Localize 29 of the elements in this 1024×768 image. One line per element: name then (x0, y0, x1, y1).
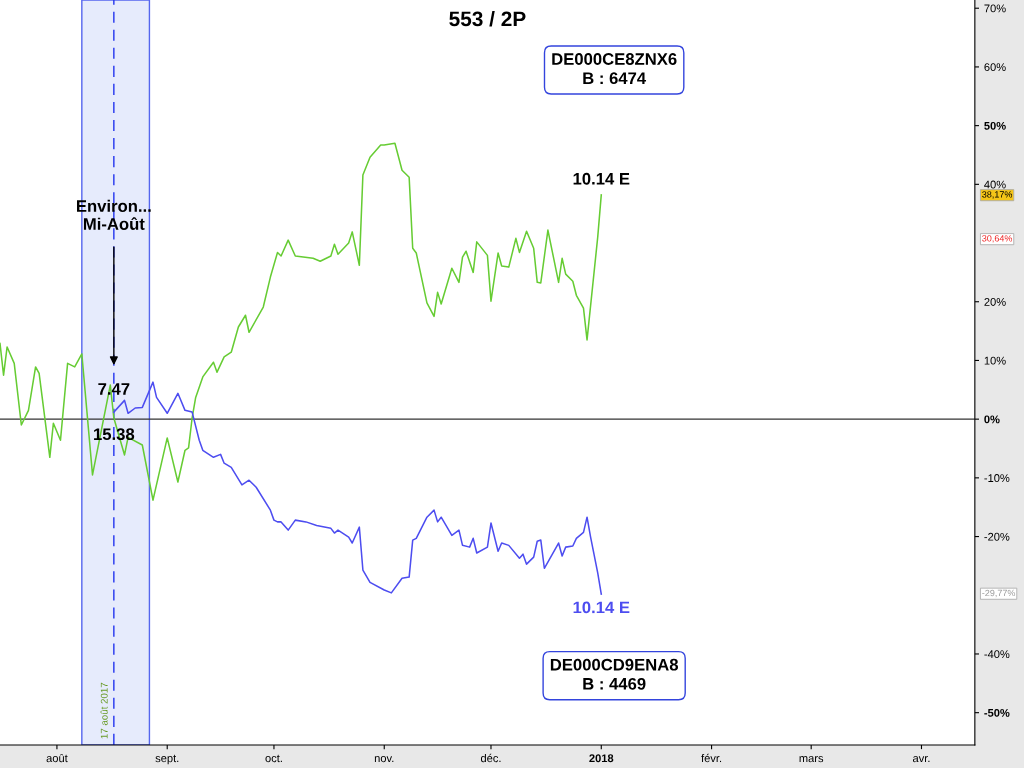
y-tick-label: -50% (984, 708, 1010, 717)
chart-title: 553 / 2P (449, 10, 526, 27)
x-tick-label: févr. (701, 753, 722, 763)
annotation: 10.14 E (573, 172, 630, 185)
annotation: DE000CD9ENA8 B : 4469 (550, 658, 679, 690)
y-tick-label: 10% (984, 356, 1006, 365)
text: 38,17% (982, 191, 1013, 199)
annotation: 10.14 E (573, 601, 630, 614)
y-tick-label: 50% (984, 121, 1006, 130)
y-tick-label: 0% (984, 415, 1000, 424)
ref-line-label: 17 août 2017 (100, 682, 108, 739)
x-tick-label: sept. (155, 754, 179, 765)
y-tick-label: -40% (984, 650, 1010, 659)
x-tick-label: avr. (913, 756, 930, 763)
x-tick-label: déc. (480, 753, 501, 763)
y-tick-label: -20% (984, 532, 1010, 541)
text: -29,77% (982, 589, 1016, 598)
y-tick-label: 60% (984, 63, 1006, 72)
y-tick-label: 70% (984, 4, 1006, 13)
y-tick-label: -10% (984, 474, 1010, 482)
x-tick-label: oct. (265, 754, 282, 763)
y-tick-label: 20% (984, 298, 1006, 306)
x-tick-label: nov. (374, 756, 394, 763)
x-tick-label: août (46, 753, 68, 763)
annotation: DE000CE8ZNX6 B : 6474 (552, 53, 677, 85)
text: 30,64% (982, 235, 1013, 243)
x-tick-label: 2018 (589, 754, 614, 763)
y-tick-label: 40% (984, 180, 1006, 189)
x-tick-label: mars (799, 756, 824, 763)
